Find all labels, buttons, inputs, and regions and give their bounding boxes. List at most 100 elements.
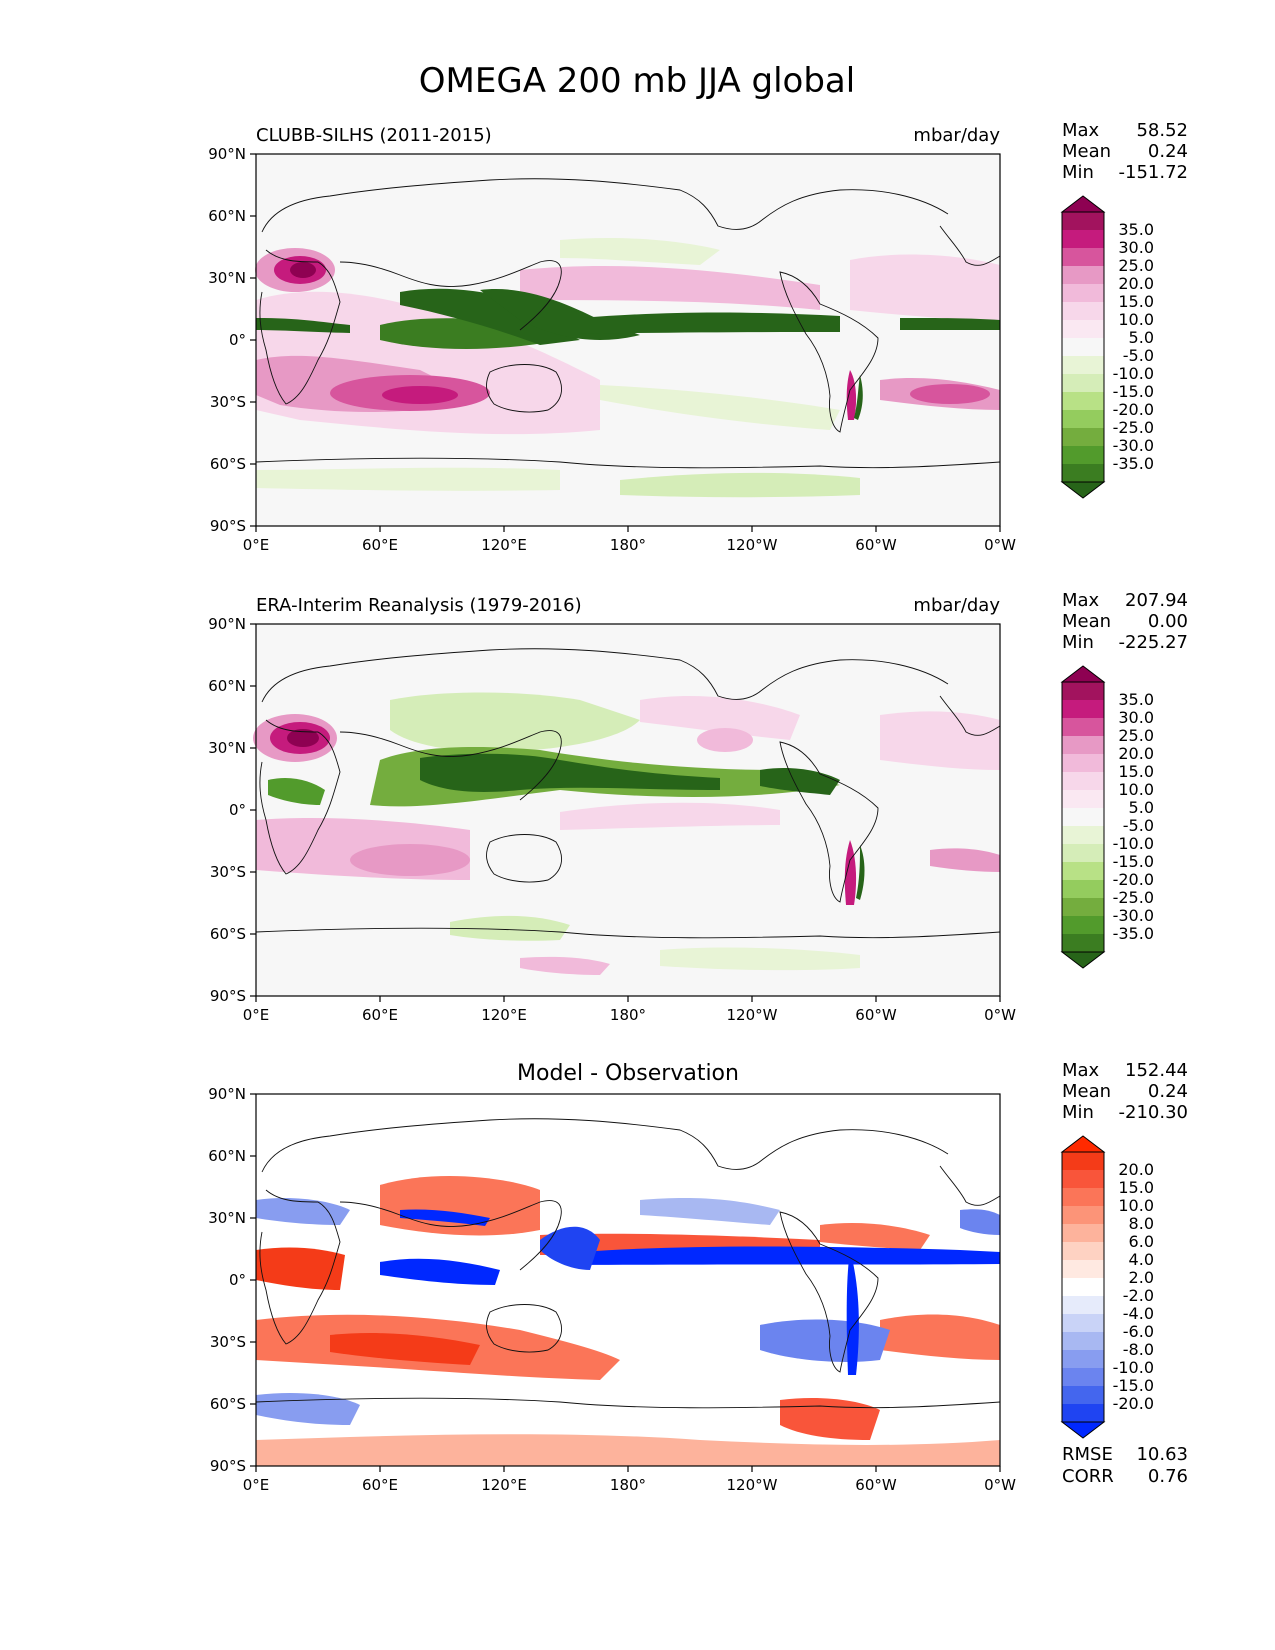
colorbar-label: 35.0 xyxy=(1118,690,1154,709)
map-background xyxy=(256,1094,1000,1466)
colorbar-extend-min xyxy=(1060,481,1106,499)
coastline-north xyxy=(261,178,949,233)
field-patch xyxy=(290,262,316,278)
colorbar-label: 10.0 xyxy=(1118,780,1154,799)
asia-coast xyxy=(339,1200,562,1271)
metric-value: 10.63 xyxy=(1136,1444,1188,1465)
y-tick-label: 90°N xyxy=(208,615,246,633)
colorbar-label: -20.0 xyxy=(1113,400,1154,419)
colorbar-segment xyxy=(1062,1206,1104,1224)
panel-label: Model - Observation xyxy=(517,1061,739,1086)
colorbar-segment xyxy=(1062,1350,1104,1368)
colorbar-label: 20.0 xyxy=(1118,274,1154,293)
colorbar-segment xyxy=(1062,248,1104,266)
field-patch xyxy=(620,472,860,498)
africa-coast xyxy=(259,719,341,875)
stat-name: Mean xyxy=(1062,141,1111,162)
field-patch xyxy=(256,467,560,491)
colorbar-label: 5.0 xyxy=(1129,798,1154,817)
field-patch xyxy=(400,1209,490,1226)
colorbar-outline xyxy=(1061,1151,1105,1423)
colorbar-label: -25.0 xyxy=(1113,418,1154,437)
y-tick-label: 90°S xyxy=(210,987,246,1005)
field-patch xyxy=(910,384,990,404)
asia-coast xyxy=(339,730,562,801)
colorbar-segment xyxy=(1062,230,1104,248)
field-patch xyxy=(820,1223,930,1250)
colorbar-segment xyxy=(1062,718,1104,736)
colorbar-segment xyxy=(1062,464,1104,482)
colorbar: 20.015.010.08.06.04.02.0-2.0-4.0-6.0-8.0… xyxy=(1060,1135,1154,1439)
stat-name: Max xyxy=(1062,1060,1100,1081)
colorbar-label: -5.0 xyxy=(1123,816,1154,835)
antarctica-coast xyxy=(255,1397,1001,1409)
field-patch xyxy=(846,1250,859,1375)
panel-units: mbar/day xyxy=(913,595,1000,616)
colorbar-segment xyxy=(1062,1152,1104,1170)
colorbar-label: -8.0 xyxy=(1123,1340,1154,1359)
panel-label: CLUBB-SILHS (2011-2015) xyxy=(256,125,492,146)
metrics-box: RMSE 10.63 CORR 0.76 xyxy=(1062,1444,1188,1487)
y-tick-label: 60°S xyxy=(210,925,246,943)
x-tick-label: 0°E xyxy=(243,1006,270,1024)
stat-value: 207.94 xyxy=(1125,590,1188,611)
colorbar-segment xyxy=(1062,1242,1104,1260)
colorbar-segment xyxy=(1062,916,1104,934)
field-patch xyxy=(640,695,800,740)
y-tick-label: 90°N xyxy=(208,1085,246,1103)
field-layer xyxy=(253,692,1000,975)
y-tick-label: 30°S xyxy=(210,863,246,881)
field-patch xyxy=(760,768,840,795)
field-patch xyxy=(268,778,325,805)
colorbar-label: 25.0 xyxy=(1118,726,1154,745)
africa-coast xyxy=(259,249,341,405)
stat-value: -151.72 xyxy=(1119,162,1188,183)
colorbar-label: -20.0 xyxy=(1113,1394,1154,1413)
field-layer xyxy=(256,1175,1000,1466)
y-tick-label: 90°S xyxy=(210,1457,246,1475)
field-patch xyxy=(930,848,1000,872)
colorbar-label: -30.0 xyxy=(1113,906,1154,925)
colorbar-extend-max xyxy=(1060,195,1106,213)
y-tick-label: 60°S xyxy=(210,455,246,473)
metric-name: CORR xyxy=(1062,1466,1114,1487)
colorbar-segment xyxy=(1062,212,1104,230)
field-patch xyxy=(850,254,1000,320)
colorbar-label: 35.0 xyxy=(1118,220,1154,239)
x-tick-label: 120°W xyxy=(727,1006,778,1024)
stat-value: 152.44 xyxy=(1125,1060,1188,1081)
field-patch xyxy=(560,802,780,830)
field-patch xyxy=(420,753,720,792)
field-patch xyxy=(854,375,863,420)
colorbar-outline xyxy=(1061,211,1105,483)
colorbar-label: -6.0 xyxy=(1123,1322,1154,1341)
field-patch xyxy=(450,915,570,941)
x-tick-label: 120°E xyxy=(481,1476,527,1494)
stat-name: Mean xyxy=(1062,611,1111,632)
stat-value: -210.30 xyxy=(1119,1102,1188,1123)
coastlines xyxy=(255,648,1001,939)
x-tick-label: 0°W xyxy=(984,1476,1016,1494)
y-tick-label: 30°N xyxy=(208,1209,246,1227)
colorbar-label: -5.0 xyxy=(1123,346,1154,365)
metric-name: RMSE xyxy=(1062,1444,1113,1465)
field-patch xyxy=(256,1198,350,1225)
field-patch xyxy=(560,238,720,265)
y-tick-label: 30°S xyxy=(210,393,246,411)
stat-name: Max xyxy=(1062,120,1100,141)
australia-coast xyxy=(486,1304,563,1353)
x-tick-label: 60°E xyxy=(362,1006,398,1024)
colorbar-segment xyxy=(1062,844,1104,862)
x-tick-label: 180° xyxy=(610,1476,646,1494)
x-axis: 0°E 60°E 120°E 180° 120°W 60°W 0°W xyxy=(243,1466,1016,1494)
coastlines xyxy=(255,178,1001,469)
colorbar-label: -10.0 xyxy=(1113,834,1154,853)
field-patch xyxy=(846,370,857,420)
stats-box: Max 207.94 Mean 0.00 Min -225.27 xyxy=(1062,590,1188,653)
coastline-north xyxy=(261,1118,949,1173)
y-tick-label: 60°N xyxy=(208,1147,246,1165)
coastline-north xyxy=(261,648,949,703)
stat-value: 0.24 xyxy=(1148,1081,1188,1102)
field-patch xyxy=(660,947,860,971)
